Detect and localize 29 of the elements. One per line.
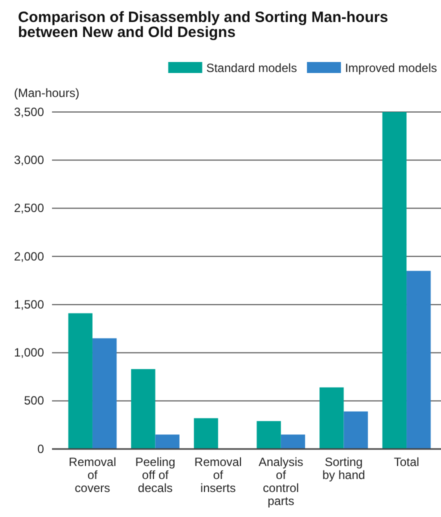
- y-tick-label: 2,000: [14, 249, 44, 264]
- y-tick-label: 3,500: [14, 104, 44, 119]
- x-tick-label: Total: [394, 455, 420, 469]
- bar: [194, 418, 218, 449]
- legend-label: Standard models: [206, 61, 297, 75]
- bar: [382, 112, 407, 449]
- x-tick-label: Peeling off of decals: [135, 455, 176, 495]
- y-axis-title: (Man-hours): [14, 86, 80, 100]
- bar: [320, 387, 344, 449]
- bar: [280, 434, 306, 449]
- y-tick-label: 3,000: [14, 152, 44, 167]
- chart-title: Comparison of Disassembly and Sorting Man-hours between New and Old Designs: [18, 9, 388, 41]
- x-tick-label: Sorting by hand: [322, 455, 366, 482]
- x-tick-label: Removal of covers: [68, 455, 116, 495]
- bar: [256, 421, 281, 449]
- y-tick-label: 0: [37, 442, 44, 456]
- bar: [92, 338, 117, 449]
- bar: [131, 369, 156, 449]
- y-tick-label: 1,500: [14, 297, 44, 312]
- x-tick-label: Removal of inserts: [194, 455, 242, 495]
- bar: [68, 313, 92, 449]
- bar: [406, 270, 431, 449]
- bar: [344, 411, 368, 449]
- bar: [155, 434, 180, 449]
- y-tick-label: 2,500: [14, 201, 44, 216]
- y-tick-label: 500: [24, 394, 44, 408]
- legend-label: Improved models: [344, 61, 437, 75]
- x-tick-label: Analysis of control parts: [258, 455, 304, 508]
- y-tick-label: 1,000: [14, 346, 44, 360]
